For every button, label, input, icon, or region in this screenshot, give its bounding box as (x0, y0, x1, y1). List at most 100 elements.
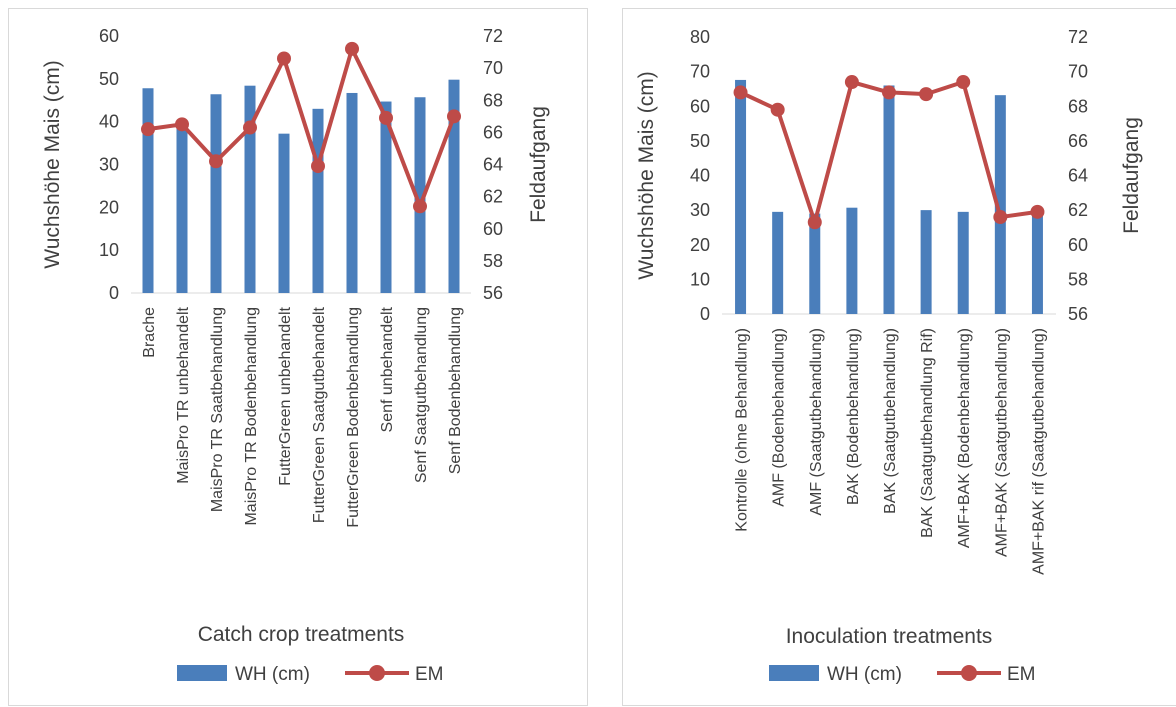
y2-tick-label: 72 (1068, 27, 1088, 47)
em-point-6 (311, 159, 325, 174)
x-category-label: Brache (141, 307, 158, 358)
y2-axis-title: Feldaufgang (1120, 117, 1143, 234)
y2-tick-label: 58 (483, 251, 503, 271)
y2-tick-label: 66 (1068, 131, 1088, 151)
bar-7 (957, 211, 969, 314)
y-tick-label: 60 (690, 96, 710, 116)
legend-swatch-wh (769, 665, 819, 681)
y2-tick-label: 56 (483, 283, 503, 303)
x-category-label: BAK (Bodenbehandlung) (845, 328, 862, 505)
y2-tick-label: 70 (1068, 62, 1088, 82)
em-point-5 (882, 85, 896, 100)
y-tick-label: 80 (690, 27, 710, 47)
legend-marker-em (961, 665, 977, 681)
x-category-label: AMF+BAK (Bodenbehandlung) (956, 328, 973, 548)
x-category-label: Senf unbehandelt (379, 306, 396, 432)
bar-4 (846, 207, 858, 314)
x-category-label: Kontrolle (ohne Behandlung) (734, 328, 751, 532)
em-point-9 (413, 199, 427, 214)
y-tick-label: 40 (690, 166, 710, 186)
y2-tick-label: 62 (483, 187, 503, 207)
em-point-10 (447, 109, 461, 124)
legend-label-em: EM (415, 664, 444, 685)
y2-tick-label: 70 (483, 58, 503, 78)
em-point-1 (141, 122, 155, 137)
em-point-1 (733, 85, 748, 100)
y2-tick-label: 72 (483, 26, 503, 46)
chart-catch-crop-svg: 0 10 20 30 40 50 60 56 58 60 62 64 66 68 70 72 Brache Mai… (41, 26, 550, 685)
em-point-2 (770, 102, 785, 117)
em-point-8 (379, 110, 393, 125)
x-category-label: BAK (Saatgutbehandlung) (882, 328, 899, 514)
bar-6 (920, 210, 932, 314)
legend-label-wh: WH (cm) (827, 664, 902, 685)
x-category-label: AMF (Bodenbehandlung) (771, 328, 788, 507)
y2-tick-label: 62 (1068, 200, 1088, 220)
y-tick-label: 40 (99, 112, 119, 132)
bar-8 (994, 95, 1006, 314)
y-tick-label: 0 (109, 283, 119, 303)
y-tick-label: 0 (700, 304, 710, 324)
y-tick-label: 10 (690, 269, 710, 289)
chart-inoculation-svg: 0 10 20 30 40 50 60 70 80 56 58 60 62 64 66 68 70 72 Kontr… (635, 27, 1143, 685)
y2-tick-label: 60 (1068, 235, 1088, 255)
em-point-7 (345, 41, 359, 56)
em-line (147, 46, 456, 209)
x-category-label: FutterGreen Saatgutbehandelt (311, 306, 328, 523)
bar-10 (448, 79, 460, 293)
bar-7 (346, 92, 358, 294)
y2-tick-label: 64 (1068, 166, 1088, 186)
bar-2 (772, 211, 784, 314)
em-point-8 (993, 210, 1008, 225)
bar-5 (278, 133, 290, 293)
y-tick-label: 30 (690, 200, 710, 220)
y2-tick-label: 64 (483, 155, 503, 175)
bar-9 (414, 97, 426, 293)
y-axis-title: Wuchshöhe Mais (cm) (635, 71, 658, 280)
x-category-label: MaisPro TR Bodenbehandlung (243, 307, 260, 526)
bar-8 (380, 101, 392, 293)
chart-panel-inoculation: 0 10 20 30 40 50 60 70 80 56 58 60 62 64 66 68 70 72 Kontr… (622, 8, 1176, 706)
x-axis-title: Catch crop treatments (198, 623, 405, 646)
bar-3 (210, 94, 222, 294)
legend-swatch-wh (177, 665, 227, 681)
bar-3 (809, 213, 821, 314)
em-point-3 (807, 215, 822, 230)
legend-label-em: EM (1007, 664, 1036, 685)
y-tick-label: 30 (99, 155, 119, 175)
x-category-label: Senf Bodenbehandlung (447, 307, 464, 474)
x-category-label: MaisPro TR Saatbehandlung (209, 307, 226, 512)
x-category-label: BAK (Saatgutbehandlung Rif) (919, 328, 936, 538)
y2-tick-label: 68 (483, 90, 503, 110)
bar-5 (883, 85, 895, 314)
x-category-label: AMF+BAK rif (Saatgutbehandlung) (1030, 328, 1047, 575)
chart-panel-catch-crop: 0 10 20 30 40 50 60 56 58 60 62 64 66 68 70 72 Brache Mai… (8, 8, 588, 706)
y-tick-label: 50 (690, 131, 710, 151)
y2-tick-label: 68 (1068, 96, 1088, 116)
y-axis-title: Wuchshöhe Mais (cm) (41, 60, 64, 269)
y-tick-label: 70 (690, 62, 710, 82)
bar-2 (176, 123, 188, 293)
y2-tick-label: 60 (483, 219, 503, 239)
x-category-label: FutterGreen Bodenbehandlung (345, 307, 362, 528)
bar-1 (735, 79, 747, 314)
x-category-label: FutterGreen unbehandelt (277, 306, 294, 485)
em-point-6 (919, 87, 934, 102)
em-point-9 (1030, 204, 1045, 219)
x-category-label: AMF+BAK (Saatgutbehandlung) (993, 328, 1010, 557)
em-point-7 (956, 75, 971, 90)
em-point-2 (175, 117, 189, 132)
y-tick-label: 50 (99, 69, 119, 89)
y-tick-label: 60 (99, 26, 119, 46)
em-point-5 (277, 51, 291, 66)
y-tick-label: 20 (690, 235, 710, 255)
y2-tick-label: 58 (1068, 269, 1088, 289)
em-point-3 (209, 154, 223, 169)
bar-9 (1031, 210, 1043, 314)
y-tick-label: 10 (99, 240, 119, 260)
y2-tick-label: 66 (483, 122, 503, 142)
x-axis-title: Inoculation treatments (786, 625, 993, 648)
em-point-4 (243, 120, 257, 135)
y2-tick-label: 56 (1068, 304, 1088, 324)
x-category-label: Senf Saatgutbehandlung (413, 307, 430, 483)
